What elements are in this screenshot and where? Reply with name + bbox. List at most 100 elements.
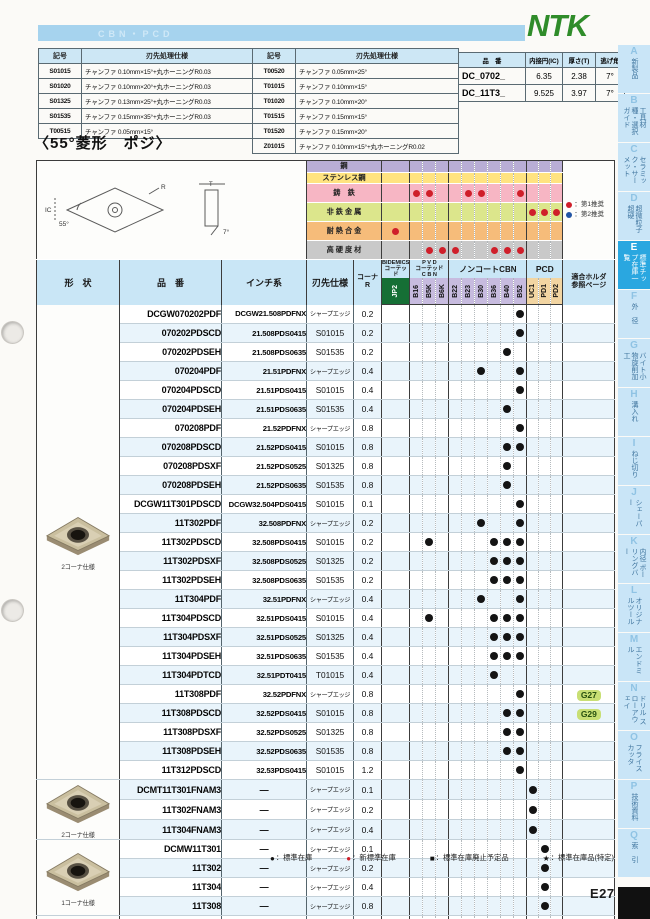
grade-code: UC1 (529, 283, 537, 298)
sidebar-tab-i[interactable]: I ねじ切り (618, 437, 650, 485)
grade-stock-cell (474, 703, 488, 723)
inch-size-cell: 32.53PDS0415 (221, 760, 307, 780)
grade-stock-cell (380, 627, 410, 647)
corner-radius-cell: 0.2 (353, 570, 382, 590)
tab-label: ドリル スローアウェイ (623, 695, 646, 725)
inch-size-cell: 32.51PDT0415 (221, 665, 307, 685)
grade-stock-cell (435, 722, 449, 742)
sidebar-tab-l[interactable]: L オリジナルツール (618, 584, 650, 632)
corner-radius-cell: 0.8 (353, 475, 382, 495)
grade-stock-cell (487, 456, 501, 476)
grade-stock-cell (538, 551, 551, 571)
grade-stock-cell (487, 819, 501, 840)
table-cell: T01020 (252, 93, 296, 109)
corner-radius-cell: 0.1 (353, 494, 382, 514)
sidebar-tab-h[interactable]: H 溝入れ (618, 388, 650, 436)
insert-row: 11T304PDSXF 32.51PDS0525 S01325 0.4 (37, 627, 615, 647)
grade-stock-cell (500, 342, 514, 362)
sidebar-tab-m[interactable]: M エンドミル (618, 633, 650, 681)
grade-column-header: B16 (409, 278, 423, 305)
grade-stock-cell (474, 722, 488, 742)
inch-size-cell: 21.51PDS0415 (221, 380, 307, 400)
table-cell: T00515 (38, 123, 82, 139)
grade-stock-cell (500, 304, 514, 324)
sidebar-tab-p[interactable]: P 技術資料 (618, 780, 650, 828)
sidebar-tab-d[interactable]: D 超微粒子超硬 (618, 192, 650, 240)
grade-stock-cell (461, 684, 475, 704)
stock-dot (516, 500, 525, 508)
stock-dot (516, 443, 525, 451)
stock-dot (516, 519, 525, 527)
sidebar-tab-b[interactable]: B 工具材種・選択ガイド (618, 94, 650, 142)
grade-stock-cell (380, 665, 410, 685)
sidebar-tab-g[interactable]: G バイト小物旋削加工 (618, 339, 650, 387)
grade-stock-cell (550, 839, 563, 859)
svg-text:T: T (209, 182, 213, 188)
grade-stock-cell (380, 703, 410, 723)
table-cell: 6.35 (525, 67, 563, 85)
grade-stock-cell (380, 418, 410, 438)
sidebar-tab-a[interactable]: A 新製品 (618, 45, 650, 93)
material-grade-cell (380, 202, 410, 222)
material-grade-cell (461, 172, 475, 184)
tab-label: 技術資料 (631, 793, 638, 821)
part-number-cell: 11T308PDF (119, 684, 222, 704)
grade-stock-cell (461, 608, 475, 628)
grade-stock-cell (538, 418, 551, 438)
grade-stock-cell (448, 570, 462, 590)
grade-stock-cell (474, 684, 488, 704)
grade-stock-cell (474, 513, 488, 533)
edge-spec-cell: S01535 (306, 570, 354, 590)
edge-prep-table: 記号 刃先処理仕様 T00520 チャンファ 0.05mm×25° T01015 チャンフ… (252, 48, 459, 154)
grade-stock-cell (461, 646, 475, 666)
sidebar-tab-k[interactable]: K 内径 ボーリングバー (618, 535, 650, 583)
grade-stock-cell (380, 896, 410, 916)
edge-spec-cell: シャープエッジ (306, 877, 354, 897)
table-row: T01015 チャンファ 0.10mm×15° (252, 78, 459, 94)
sidebar-tab-n[interactable]: N ドリル スローアウェイ (618, 682, 650, 730)
inch-size-cell: 32.52PDS0415 (221, 703, 307, 723)
holder-page-badge: G29 (576, 709, 601, 720)
column-header: 逃げ角 (595, 52, 625, 68)
material-grade-cell (448, 183, 462, 203)
material-grade-cell (409, 221, 423, 241)
holder-page-cell (562, 532, 615, 552)
stock-dot (516, 652, 525, 660)
sidebar-tab-e[interactable]: E 標準チップ在庫一覧 (618, 241, 650, 289)
grade-stock-cell (474, 915, 488, 919)
grade-stock-cell (435, 551, 449, 571)
material-grade-cell (409, 240, 423, 260)
grade-code: B40 (503, 284, 511, 298)
grade-stock-cell (409, 323, 423, 343)
material-grade-cell (526, 183, 539, 203)
grade-stock-cell (422, 304, 436, 324)
corner-spec-label: 2コーナ仕様 (61, 832, 95, 839)
stock-dot (540, 883, 549, 891)
holder-page-cell (562, 722, 615, 742)
insert-row: 11T308PDSEH 32.52PDS0635 S01535 0.8 (37, 741, 615, 761)
grade-stock-cell (526, 494, 539, 514)
material-grade-cell (422, 183, 436, 203)
grade-stock-cell (526, 741, 539, 761)
grade-stock-cell (409, 437, 423, 457)
recommend-dot (392, 228, 400, 235)
inch-size-cell: 21.51PDFNX (221, 361, 307, 381)
part-number-cell: 070208PDSXF (119, 456, 222, 476)
stock-dot (516, 386, 525, 394)
tab-label: 内径 ボーリングバー (623, 548, 646, 578)
sidebar-tab-j[interactable]: J シェーパー (618, 486, 650, 534)
recommend-dot (477, 190, 485, 197)
insert-row: 11T304PDTCD 32.51PDT0415 T01015 0.4 (37, 665, 615, 685)
holder-page-cell (562, 665, 615, 685)
grade-stock-cell (487, 684, 501, 704)
sidebar-tab-o[interactable]: O フライスカッタ (618, 731, 650, 779)
sidebar-tab-c[interactable]: C セラミック・サーメット (618, 143, 650, 191)
grade-stock-cell (550, 819, 563, 840)
material-grade-cell (474, 183, 488, 203)
grade-stock-cell (448, 858, 462, 878)
svg-text:IC: IC (45, 207, 52, 214)
grade-stock-cell (461, 877, 475, 897)
inch-size-cell: 21.52PDS0635 (221, 475, 307, 495)
